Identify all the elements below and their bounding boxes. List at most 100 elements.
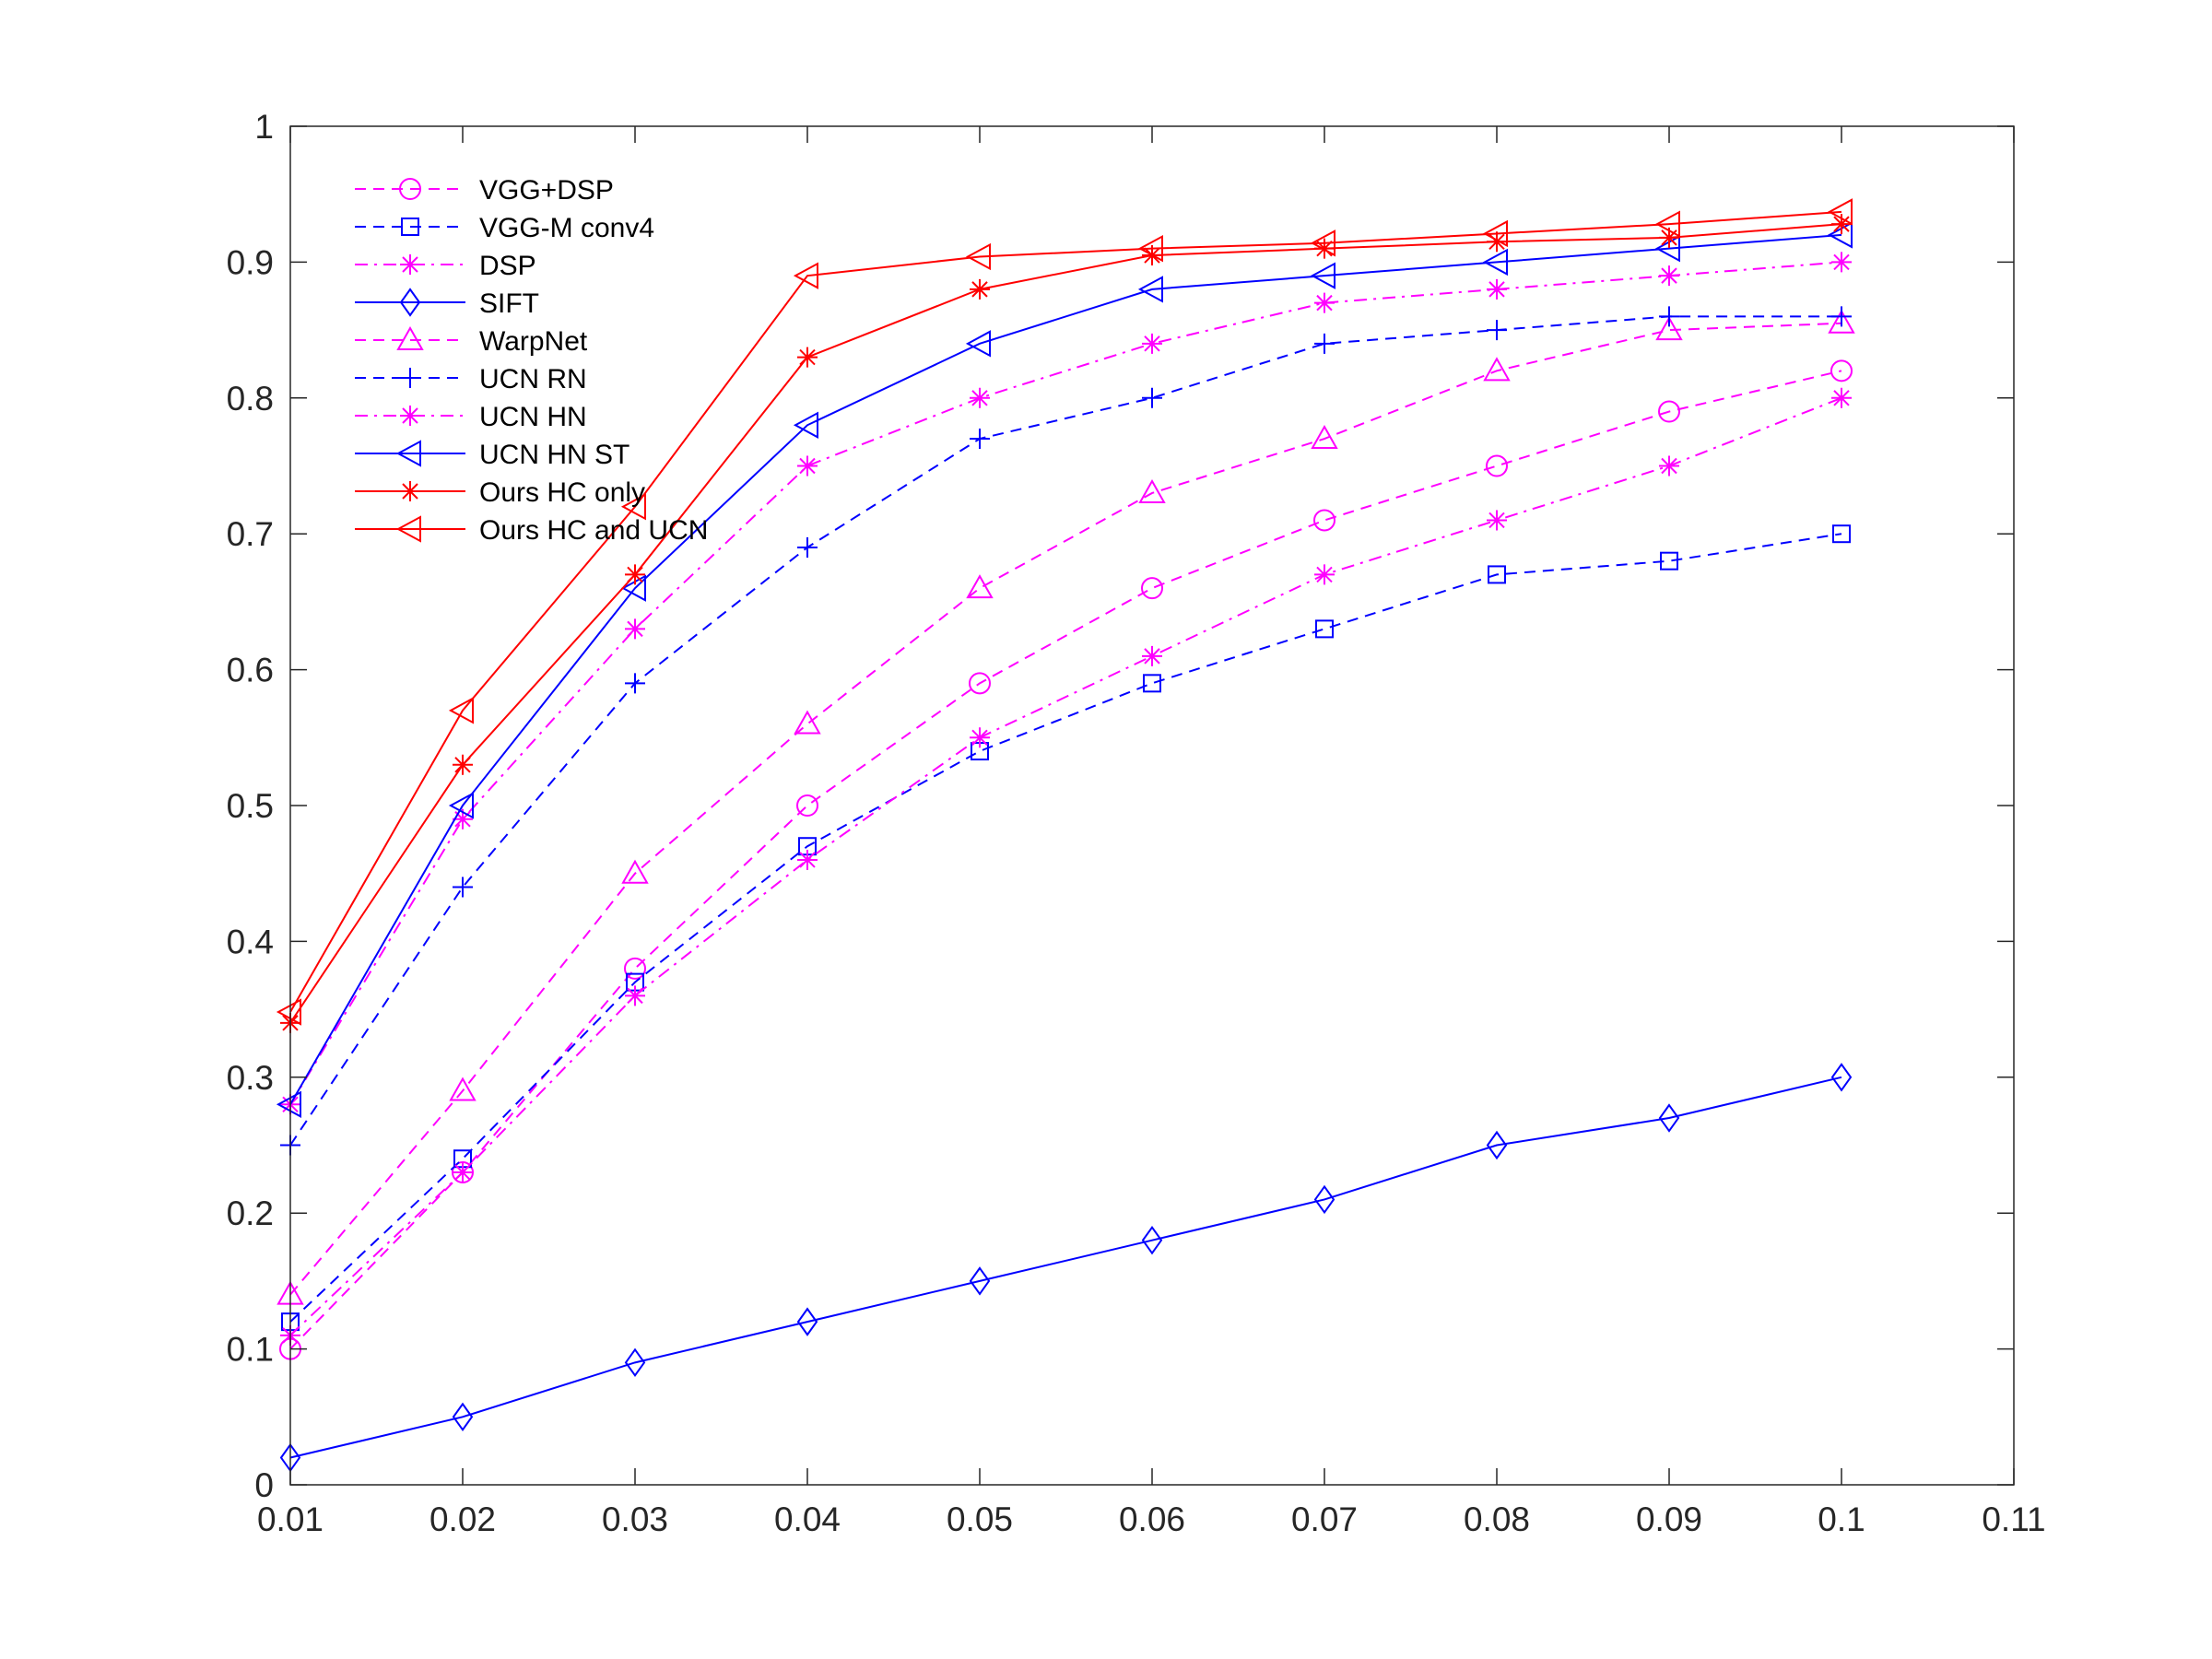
data-point-ucn-hn-st-4: [793, 411, 818, 439]
x-tick-label: 0.01: [257, 1500, 324, 1538]
y-tick-label: 0.7: [227, 515, 274, 553]
data-point-vgg-dsp-8: [1486, 454, 1508, 477]
series-line-ours-hc-and-ucn: [289, 210, 1842, 1013]
legend-label: Ours HC only: [479, 477, 645, 508]
legend: VGG+DSP VGG-M conv4 DSP SIFT WarpNet UCN RN UC…: [355, 175, 708, 546]
data-point-ours-hc-and-ucn-4: [793, 262, 818, 289]
data-point-ucn-hn-st-8: [1482, 248, 1508, 276]
x-tick-label: 0.1: [1818, 1500, 1865, 1538]
legend-marker: [395, 515, 421, 543]
data-point-ucn-rn-10: [1831, 306, 1852, 327]
data-point-sift-4: [796, 1307, 818, 1336]
data-point-ours-hc-and-ucn-5: [965, 242, 991, 271]
data-point-sift-3: [624, 1347, 646, 1378]
data-point-ours-hc-only-3: [625, 564, 645, 585]
series-ucn-hn-st: [276, 221, 1853, 1118]
data-point-ucn-hn-st-1: [276, 1090, 301, 1118]
data-point-sift-6: [1141, 1225, 1163, 1255]
data-point-ours-hc-only-4: [797, 347, 818, 368]
x-tick-label: 0.02: [429, 1500, 496, 1538]
data-point-ours-hc-and-ucn-2: [448, 697, 474, 724]
data-point-warpnet-6: [1138, 478, 1166, 503]
legend-label: DSP: [479, 251, 536, 281]
data-point-warpnet-10: [1828, 309, 1855, 334]
data-point-warpnet-3: [621, 859, 649, 884]
data-point-warpnet-4: [794, 710, 821, 735]
x-tick-label: 0.05: [947, 1500, 1013, 1538]
data-point-ucn-hn-9: [1659, 265, 1679, 287]
data-point-vgg-dsp-6: [1141, 577, 1163, 600]
data-point-ucn-hn-2: [453, 808, 473, 830]
data-point-vgg-m-conv4-6: [1143, 674, 1161, 693]
data-point-ours-hc-only-9: [1659, 227, 1679, 248]
legend-entry-sift: SIFT: [355, 288, 539, 319]
x-tick-label: 0.06: [1119, 1500, 1185, 1538]
data-point-ucn-rn-5: [970, 429, 990, 450]
data-point-dsp-3: [625, 985, 645, 1006]
data-point-dsp-10: [1831, 387, 1852, 408]
y-tick-label: 0: [254, 1466, 274, 1504]
y-tick-label: 0.4: [227, 923, 274, 960]
y-tick-label: 0.2: [227, 1194, 274, 1232]
x-tick-label: 0.07: [1291, 1500, 1358, 1538]
series-ucn-hn: [280, 252, 1852, 1115]
data-point-ours-hc-only-8: [1487, 231, 1507, 253]
series-line-ours-hc-only: [289, 223, 1842, 1024]
series-line-ucn-hn-st: [289, 233, 1842, 1105]
legend-entry-vgg-dsp: VGG+DSP: [355, 175, 614, 206]
data-point-ucn-hn-6: [1142, 333, 1162, 354]
legend-entry-ours-hc-only: Ours HC only: [355, 477, 645, 508]
data-point-ucn-rn-6: [1142, 387, 1162, 408]
y-tick-label: 0.5: [227, 787, 274, 825]
legend-marker: [396, 325, 424, 350]
data-point-ucn-rn-7: [1314, 333, 1335, 354]
x-tick-label: 0.11: [1982, 1500, 2045, 1538]
data-point-ucn-hn-7: [1314, 292, 1335, 313]
data-point-ucn-hn-st-2: [448, 792, 474, 819]
legend-label: UCN HN: [479, 402, 587, 432]
data-point-warpnet-2: [449, 1077, 477, 1101]
series-line-dsp: [289, 396, 1842, 1336]
data-point-ucn-hn-st-6: [1137, 276, 1163, 303]
data-point-ours-hc-and-ucn-6: [1137, 234, 1163, 263]
legend-label: VGG+DSP: [479, 175, 614, 206]
data-point-sift-9: [1658, 1103, 1680, 1133]
data-point-sift-7: [1313, 1184, 1335, 1215]
legend-marker: [400, 481, 420, 501]
data-point-ours-hc-and-ucn-3: [620, 493, 646, 521]
data-point-ours-hc-and-ucn-7: [1310, 229, 1335, 257]
data-point-ucn-rn-4: [797, 536, 818, 558]
data-point-dsp-6: [1142, 645, 1162, 666]
y-tick-label: 0.9: [227, 243, 274, 281]
series-vgg-dsp: [279, 359, 1853, 1360]
data-point-vgg-m-conv4-10: [1832, 524, 1851, 544]
data-point-vgg-m-conv4-8: [1488, 565, 1506, 584]
series-ucn-rn: [280, 306, 1852, 1156]
data-point-vgg-dsp-9: [1658, 400, 1680, 423]
data-point-ours-hc-and-ucn-10: [1827, 198, 1853, 226]
series-line-sift: [289, 1076, 1842, 1459]
data-point-dsp-9: [1659, 455, 1679, 477]
data-point-vgg-dsp-3: [624, 957, 646, 980]
x-tick-label: 0.04: [774, 1500, 841, 1538]
data-point-ours-hc-only-5: [970, 278, 990, 300]
series-line-vgg-dsp: [289, 370, 1842, 1350]
x-tick-label: 0.08: [1464, 1500, 1530, 1538]
series-line-vgg-m-conv4: [289, 533, 1842, 1323]
data-point-ours-hc-only-10: [1831, 214, 1852, 235]
x-tick-label: 0.03: [602, 1500, 668, 1538]
data-point-ours-hc-and-ucn-8: [1482, 219, 1508, 248]
y-tick-label: 1: [254, 108, 274, 146]
data-point-ours-hc-only-7: [1314, 238, 1335, 259]
legend-marker: [399, 288, 421, 317]
axes: 0.01 0.02 0.03 0.04 0.05 0.06 0.07 0.08 0.09 0.1 0…: [227, 108, 2046, 1538]
x-tick-label: 0.09: [1636, 1500, 1702, 1538]
legend-entry-warpnet: WarpNet: [355, 325, 588, 357]
data-point-sift-2: [452, 1402, 474, 1432]
data-point-warpnet-7: [1311, 424, 1338, 450]
data-point-ucn-hn-3: [625, 618, 645, 640]
legend-marker: [400, 254, 420, 275]
data-point-ucn-hn-4: [797, 455, 818, 477]
y-tick-label: 0.3: [227, 1059, 274, 1097]
legend-marker: [395, 440, 421, 467]
